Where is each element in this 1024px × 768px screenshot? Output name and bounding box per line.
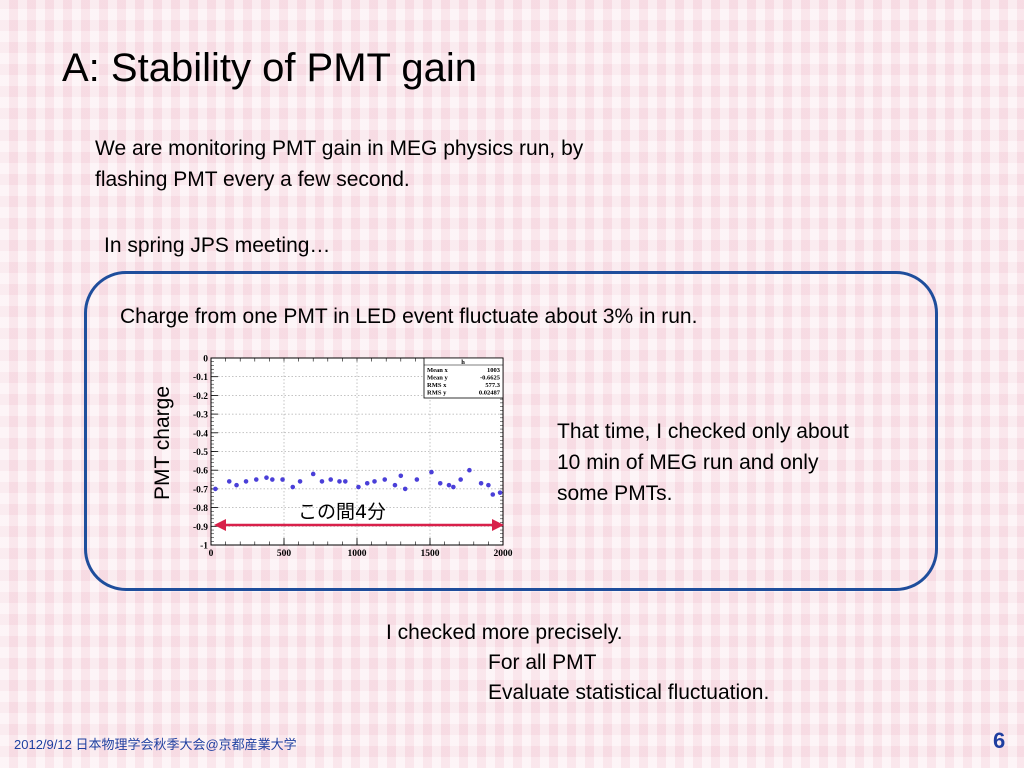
data-point: [414, 477, 420, 482]
data-point: [398, 473, 404, 479]
data-point: [446, 482, 452, 488]
y-tick-label: -0.1: [193, 373, 208, 383]
data-point: [486, 482, 491, 488]
data-point: [372, 479, 377, 484]
data-point: [234, 482, 239, 488]
data-point: [290, 484, 296, 490]
side-note-line: That time, I checked only about: [557, 420, 849, 443]
data-point: [319, 479, 325, 484]
data-point: [297, 479, 303, 484]
data-point: [343, 479, 348, 484]
y-tick-label: -1: [200, 542, 208, 552]
time-span-annotation: この間4分: [298, 501, 386, 523]
data-point: [337, 479, 342, 484]
y-axis-label: PMT charge: [151, 386, 174, 500]
page-number: 6: [993, 728, 1006, 753]
intro-text: We are monitoring PMT gain in MEG physic…: [95, 133, 583, 195]
data-point: [310, 471, 316, 477]
checked-text: I checked more precisely.: [386, 621, 623, 644]
side-note-line: some PMTs.: [557, 482, 673, 505]
data-point: [467, 467, 472, 473]
x-tick-label: 1500: [421, 549, 440, 559]
data-point: [402, 486, 408, 492]
intro-line: flashing PMT every a few second.: [95, 168, 410, 191]
y-ticks: 0 -0.1 -0.2 -0.3 -0.4 -0.5 -0.6 -0.7 -0.8 -0.9 -1: [193, 355, 503, 552]
side-note: That time, I checked only about 10 min o…: [557, 416, 849, 509]
for-all-pmt-text: For all PMT: [488, 651, 597, 674]
data-point: [253, 477, 259, 482]
evaluate-text: Evaluate statistical fluctuation.: [488, 681, 770, 704]
data-point: [280, 477, 285, 482]
y-tick-label: -0.4: [193, 429, 208, 439]
data-point: [270, 477, 275, 482]
data-point: [497, 490, 503, 495]
stats-box: h Mean x 1003 Mean y -0.6625 RMS x 577.3…: [423, 357, 504, 399]
data-point: [392, 482, 398, 488]
stats-label: RMS x: [427, 382, 447, 389]
y-tick-label: 0: [203, 355, 208, 365]
side-note-line: 10 min of MEG run and only: [557, 451, 819, 474]
y-tick-label: -0.7: [193, 485, 208, 495]
y-tick-label: -0.8: [193, 504, 208, 514]
data-point: [382, 477, 388, 482]
x-ticks: 0 500 1000 1500 2000: [209, 358, 513, 559]
stats-label: Mean y: [427, 375, 449, 382]
slide-title: A: Stability of PMT gain: [62, 46, 477, 90]
pmt-charge-chart: 0-0.1-0.2-0.3-0.4-0.5-0.6-0.7-0.8-0.9-1 …: [193, 355, 513, 560]
x-tick-label: 1000: [348, 549, 367, 559]
data-point: [364, 480, 370, 486]
time-span-arrow: [214, 519, 504, 531]
y-tick-label: -0.6: [193, 467, 208, 477]
data-point: [437, 480, 443, 486]
intro-line: We are monitoring PMT gain in MEG physic…: [95, 137, 584, 160]
y-tick-label: -0.9: [193, 523, 208, 533]
y-tick-label: -0.3: [193, 411, 208, 421]
data-point: [458, 477, 463, 482]
x-tick-label: 0: [209, 549, 214, 559]
data-point: [213, 486, 218, 492]
y-tick-label: -0.5: [193, 448, 208, 458]
stats-header: h: [461, 359, 465, 366]
footer-text: 2012/9/12 日本物理学会秋季大会@京都産業大学: [14, 737, 297, 752]
box-text: Charge from one PMT in LED event fluctua…: [120, 305, 698, 328]
stats-value: 0.02487: [479, 390, 501, 397]
data-points: [213, 467, 503, 497]
stats-value: -0.6625: [480, 375, 501, 382]
x-tick-label: 500: [277, 549, 292, 559]
y-tick-label: -0.2: [193, 392, 208, 402]
data-point: [490, 492, 496, 497]
spring-meeting-text: In spring JPS meeting…: [104, 234, 331, 257]
stats-value: 577.3: [485, 382, 500, 389]
data-point: [429, 469, 434, 475]
data-point: [264, 475, 269, 480]
data-point: [243, 479, 249, 484]
data-point: [478, 480, 484, 486]
data-point: [356, 484, 361, 490]
data-point: [451, 484, 456, 490]
stats-label: Mean x: [427, 367, 449, 374]
stats-label: RMS y: [427, 390, 447, 397]
stats-value: 1003: [487, 367, 501, 374]
summary-box: [84, 271, 938, 591]
y-axis-label-container: PMT charge: [143, 358, 183, 528]
x-tick-label: 2000: [494, 549, 513, 559]
data-point: [226, 479, 232, 484]
data-point: [328, 477, 334, 482]
